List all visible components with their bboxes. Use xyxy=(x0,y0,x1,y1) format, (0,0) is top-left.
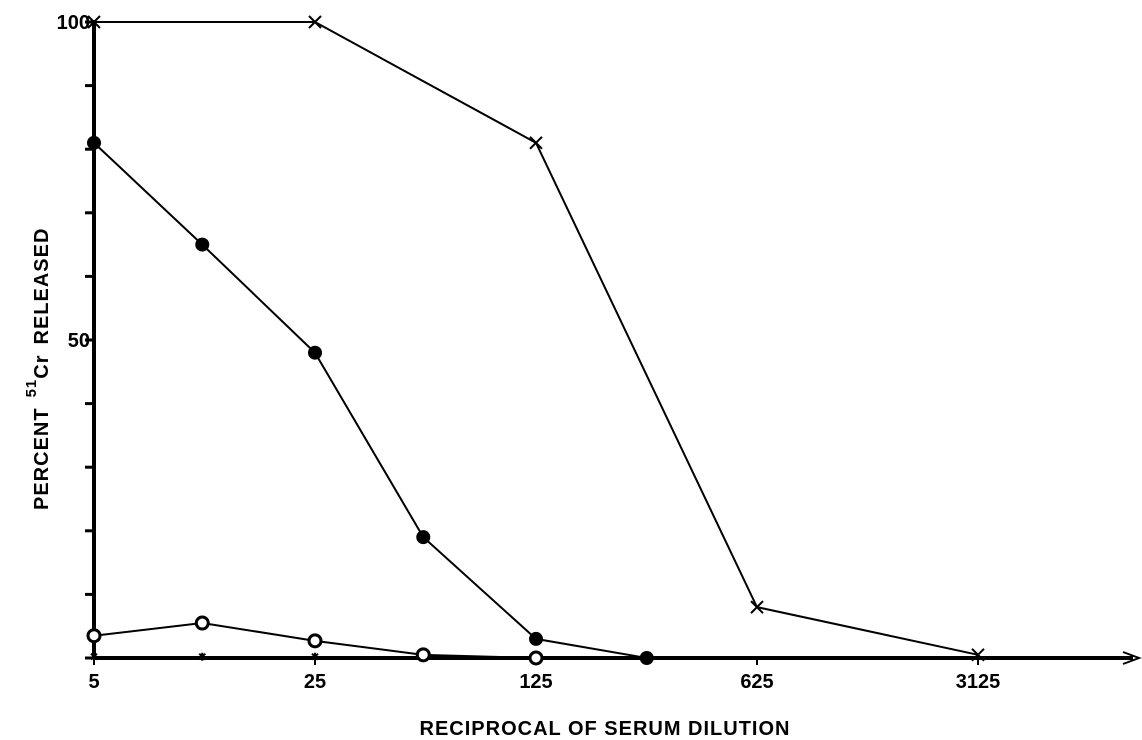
x-marker xyxy=(308,15,322,29)
x-axis-arrowhead xyxy=(1122,651,1142,665)
x-tick-label: 5 xyxy=(88,671,99,693)
filled-circle-marker xyxy=(416,530,431,545)
series-open-circle xyxy=(86,615,544,666)
x-tick-label: 3125 xyxy=(956,671,1001,693)
y-axis-title-isotope: Cr xyxy=(31,355,53,379)
small-star-marker xyxy=(311,652,319,661)
series-small-star xyxy=(90,652,319,661)
small-star-marker xyxy=(90,652,98,661)
y-tick-label: 100 xyxy=(57,12,90,34)
filled-circle-marker xyxy=(639,651,654,665)
x-marker xyxy=(971,648,985,662)
filled-circle-marker xyxy=(529,631,543,646)
y-axis-title-tail: RELEASED xyxy=(31,228,53,345)
series-line xyxy=(93,142,647,659)
series-x xyxy=(87,15,985,662)
series-line xyxy=(94,21,979,656)
open-circle-marker xyxy=(86,628,102,644)
x-marker xyxy=(529,136,543,150)
open-circle-marker xyxy=(194,615,210,631)
series-layer xyxy=(86,15,985,666)
y-tick-label: 50 xyxy=(68,330,90,352)
svg-text:PERCENT51CrRELEASED: PERCENT 51Cr RELEASED xyxy=(23,228,53,510)
series-filled-circle xyxy=(87,135,654,665)
open-circle-marker xyxy=(528,650,544,666)
axes: 50 100 5 25 125 625 3125 xyxy=(57,12,1142,693)
filled-circle-marker xyxy=(195,237,210,252)
x-tick-label: 625 xyxy=(740,671,773,693)
x-tick-label: 25 xyxy=(304,671,326,693)
x-marker xyxy=(87,15,101,29)
y-axis-title-superscript: 51 xyxy=(23,379,40,398)
filled-circle-marker xyxy=(87,135,101,150)
y-axis-title: PERCENT 51Cr RELEASED xyxy=(23,228,53,510)
open-circle-marker xyxy=(307,633,323,649)
x-marker xyxy=(750,600,764,614)
x-tick-label: 125 xyxy=(519,671,552,693)
open-circle-marker xyxy=(415,647,431,663)
filled-circle-marker xyxy=(308,345,322,360)
x-axis-title: RECIPROCAL OF SERUM DILUTION xyxy=(420,718,791,740)
small-star-marker xyxy=(198,652,206,661)
y-axis-title-main: PERCENT xyxy=(31,407,53,510)
